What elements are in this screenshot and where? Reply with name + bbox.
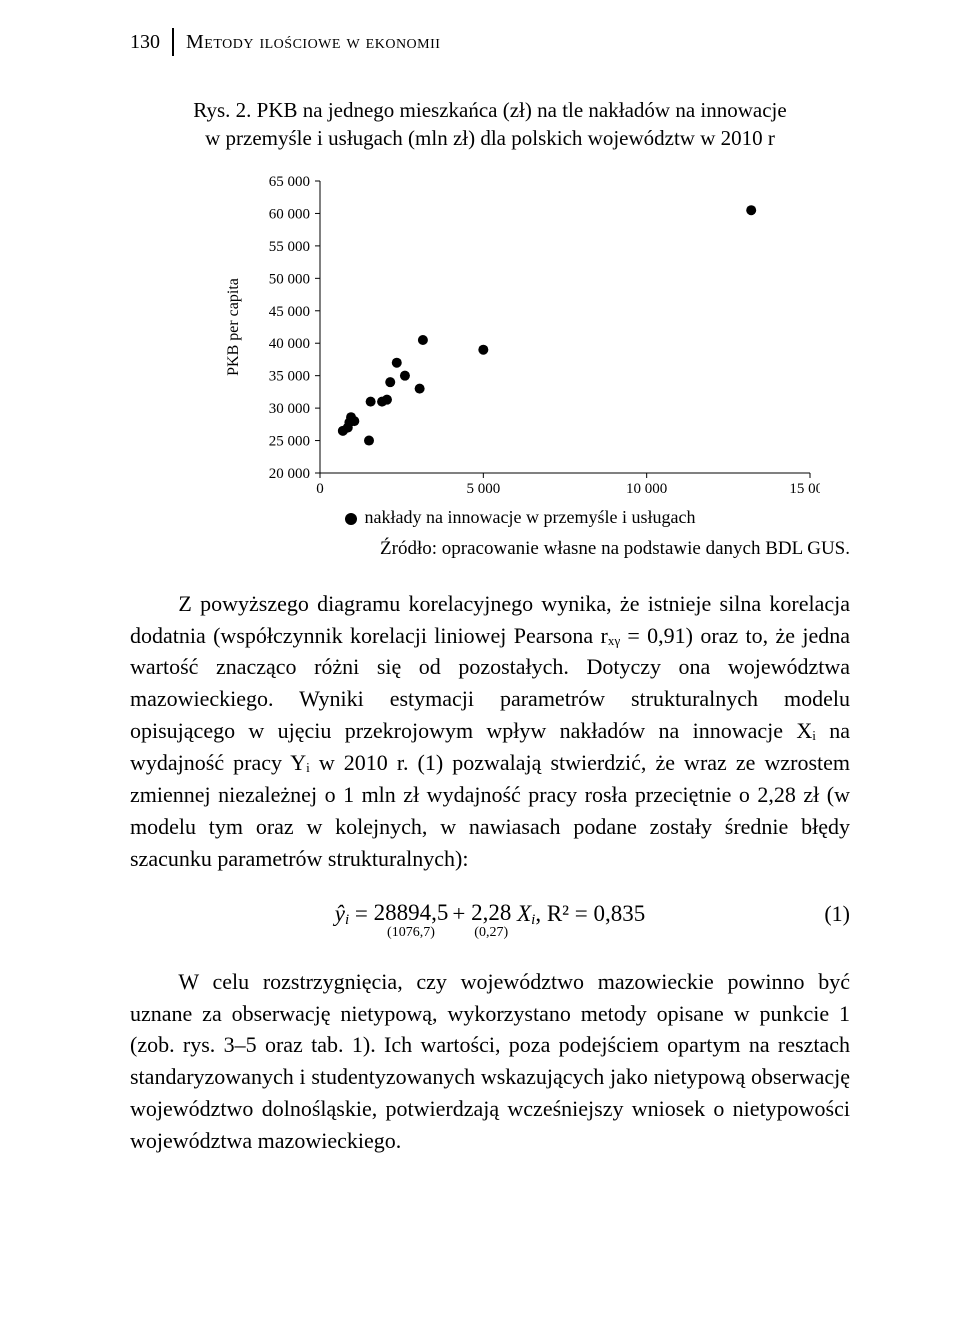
svg-text:PKB per capita: PKB per capita — [225, 278, 242, 376]
eq-term1-se: (1076,7) — [374, 926, 449, 940]
legend-marker-icon — [345, 513, 357, 525]
svg-text:65 000: 65 000 — [269, 174, 310, 190]
eq-term1: 28894,5 — [374, 901, 449, 924]
body-paragraph-1: Z powyższego diagramu korelacyjnego wyni… — [130, 588, 850, 875]
running-header: 130 Metody ilościowe w ekonomii — [130, 28, 850, 56]
header-divider — [172, 28, 174, 56]
eq-term2-pair: 2,28 (0,27) — [471, 901, 511, 940]
scatter-chart: 20 000 25 000 30 000 35 000 40 000 45 000 50 0… — [160, 173, 820, 528]
eq-yhat: ŷ — [335, 901, 345, 926]
figure-source: Źródło: opracowanie własne na podstawie … — [130, 538, 850, 560]
svg-text:20 000: 20 000 — [269, 466, 310, 482]
eq-xvar: X — [511, 901, 531, 926]
eq-plus: + — [452, 901, 471, 926]
figure-title-line1: PKB na jednego mieszkańca (zł) na tle na… — [257, 98, 787, 122]
equation-1: ŷi = 28894,5 (1076,7) + 2,28 (0,27) Xi, … — [130, 901, 850, 940]
eq-term2-se: (0,27) — [471, 926, 511, 940]
svg-text:50 000: 50 000 — [269, 271, 310, 287]
figure-label: Rys. 2. — [193, 98, 251, 122]
svg-text:10 000: 10 000 — [626, 481, 667, 497]
figure-title-line2: w przemyśle i usługach (mln zł) dla pols… — [205, 126, 775, 150]
svg-text:15 000: 15 000 — [789, 481, 820, 497]
eq-r2: , R² = 0,835 — [535, 901, 645, 926]
svg-text:55 000: 55 000 — [269, 239, 310, 255]
eq-term2: 2,28 — [471, 901, 511, 924]
svg-text:60 000: 60 000 — [269, 206, 310, 222]
scatter-svg: 20 000 25 000 30 000 35 000 40 000 45 000 50 0… — [220, 173, 820, 503]
body-paragraph-2: W celu rozstrzygnięcia, czy województwo … — [130, 966, 850, 1157]
equation-number: (1) — [824, 901, 850, 927]
eq-equals: = — [349, 901, 373, 926]
svg-text:40 000: 40 000 — [269, 336, 310, 352]
svg-text:45 000: 45 000 — [269, 303, 310, 319]
chart-legend: nakłady na innowacje w przemyśle i usług… — [220, 507, 820, 528]
svg-text:30 000: 30 000 — [269, 401, 310, 417]
page-number: 130 — [130, 31, 160, 54]
section-title: Metody ilościowe w ekonomii — [186, 31, 440, 54]
eq-term1-pair: 28894,5 (1076,7) — [374, 901, 449, 940]
svg-text:0: 0 — [316, 481, 324, 497]
figure-caption: Rys. 2. PKB na jednego mieszkańca (zł) n… — [170, 96, 810, 153]
svg-text:5 000: 5 000 — [466, 481, 500, 497]
svg-text:25 000: 25 000 — [269, 433, 310, 449]
svg-text:35 000: 35 000 — [269, 368, 310, 384]
legend-label: nakłady na innowacje w przemyśle i usług… — [365, 507, 696, 527]
